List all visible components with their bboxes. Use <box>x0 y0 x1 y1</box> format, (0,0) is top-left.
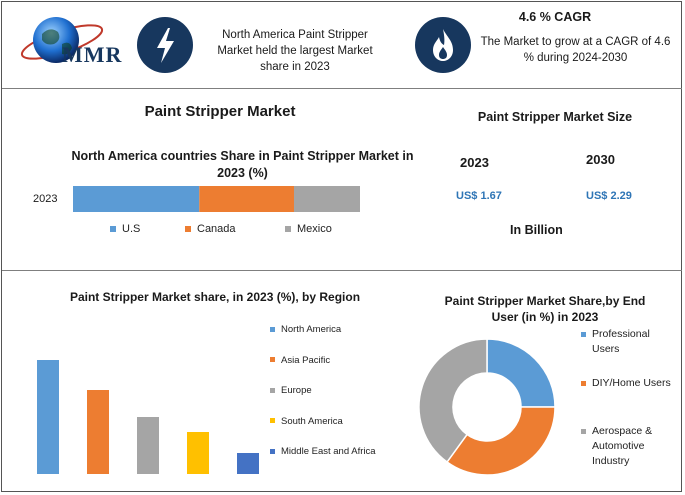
region-legend-label: North America <box>281 324 342 335</box>
flame-icon <box>433 29 453 61</box>
legend-swatch-mexico <box>285 226 291 233</box>
region-legend-south-america: South America <box>270 416 343 427</box>
na-legend-mexico: Mexico <box>285 223 332 235</box>
lightning-icon <box>157 28 174 63</box>
highlight-icon-circle <box>137 17 193 73</box>
region-legend-label: Europe <box>281 385 312 396</box>
header-divider <box>2 88 682 89</box>
region-legend-label: South America <box>281 415 343 427</box>
region-bar-south-america <box>187 432 209 474</box>
donut-slice-professional-users <box>486 338 556 408</box>
market-size-value-2030: US$ 2.29 <box>586 190 632 202</box>
market-size-unit: In Billion <box>510 223 563 237</box>
region-bar-europe <box>137 417 159 474</box>
donut-legend-aerospace-automotive-industry: Aerospace & Automotive Industry <box>581 424 681 469</box>
na-share-segment-mexico <box>293 186 360 212</box>
donut-legend-swatch <box>581 332 586 337</box>
legend-label-canada: Canada <box>197 223 236 235</box>
market-size-year-2030: 2030 <box>586 152 615 167</box>
region-legend-swatch <box>270 418 275 424</box>
na-share-category-label: 2023 <box>33 193 58 205</box>
market-size-year-2023: 2023 <box>460 155 489 170</box>
region-legend-swatch <box>270 448 275 454</box>
donut-slice-aerospace-automotive-industry <box>418 338 488 464</box>
region-bar-north-america <box>37 360 59 474</box>
logo-text: MMR <box>62 42 123 67</box>
region-legend-asia-pacific: Asia Pacific <box>270 355 330 366</box>
donut-legend-label: Aerospace & Automotive Industry <box>592 425 653 467</box>
market-size-value-2023: US$ 1.67 <box>456 190 502 202</box>
na-share-segment-canada <box>199 186 294 212</box>
legend-swatch-canada <box>185 226 191 233</box>
region-legend-swatch <box>270 326 275 332</box>
cagr-title: 4.6 % CAGR <box>518 10 592 24</box>
donut-legend-professional-users: Professional Users <box>581 327 681 357</box>
legend-label-mexico: Mexico <box>297 223 332 235</box>
donut-slice-diy-home-users <box>445 406 556 476</box>
region-legend-swatch <box>270 387 275 393</box>
market-size-title: Paint Stripper Market Size <box>477 110 633 124</box>
na-legend-canada: Canada <box>185 223 236 235</box>
na-legend-us: U.S <box>110 223 140 235</box>
region-legend-label: Asia Pacific <box>281 354 331 366</box>
legend-label-us: U.S <box>122 223 141 235</box>
highlight-text: North America Paint Stripper Market held… <box>217 29 373 73</box>
region-legend-europe: Europe <box>270 385 312 396</box>
na-share-chart-title: North America countries Share in Paint S… <box>71 149 414 180</box>
main-title: Paint Stripper Market <box>144 103 296 120</box>
donut-legend-label: DIY/Home Users <box>592 377 671 389</box>
logo: MMR <box>12 10 132 75</box>
legend-swatch-us <box>110 226 116 233</box>
cagr-text: The Market to grow at a CAGR of 4.6 % du… <box>480 36 671 64</box>
region-legend-north-america: North America <box>270 324 341 335</box>
region-bar-asia-pacific <box>87 390 109 474</box>
donut-legend-diy-home-users: DIY/Home Users <box>581 376 681 391</box>
end-user-chart-title: Paint Stripper Market Share,by End User … <box>444 294 646 324</box>
donut-legend-label: Professional Users <box>592 328 650 355</box>
region-chart-title: Paint Stripper Market share, in 2023 (%)… <box>69 290 361 304</box>
na-share-chart <box>73 186 360 212</box>
donut-legend-swatch <box>581 429 586 434</box>
donut-legend-swatch <box>581 381 586 386</box>
region-bar-middle-east-and-africa <box>237 453 259 474</box>
region-legend-label: Middle East and Africa <box>281 446 376 457</box>
middle-divider <box>2 270 682 271</box>
cagr-icon-circle <box>415 17 471 73</box>
region-legend-middle-east-and-africa: Middle East and Africa <box>270 446 376 457</box>
region-legend-swatch <box>270 357 275 363</box>
globe-icon <box>20 17 104 63</box>
na-share-segment-us <box>73 186 200 212</box>
